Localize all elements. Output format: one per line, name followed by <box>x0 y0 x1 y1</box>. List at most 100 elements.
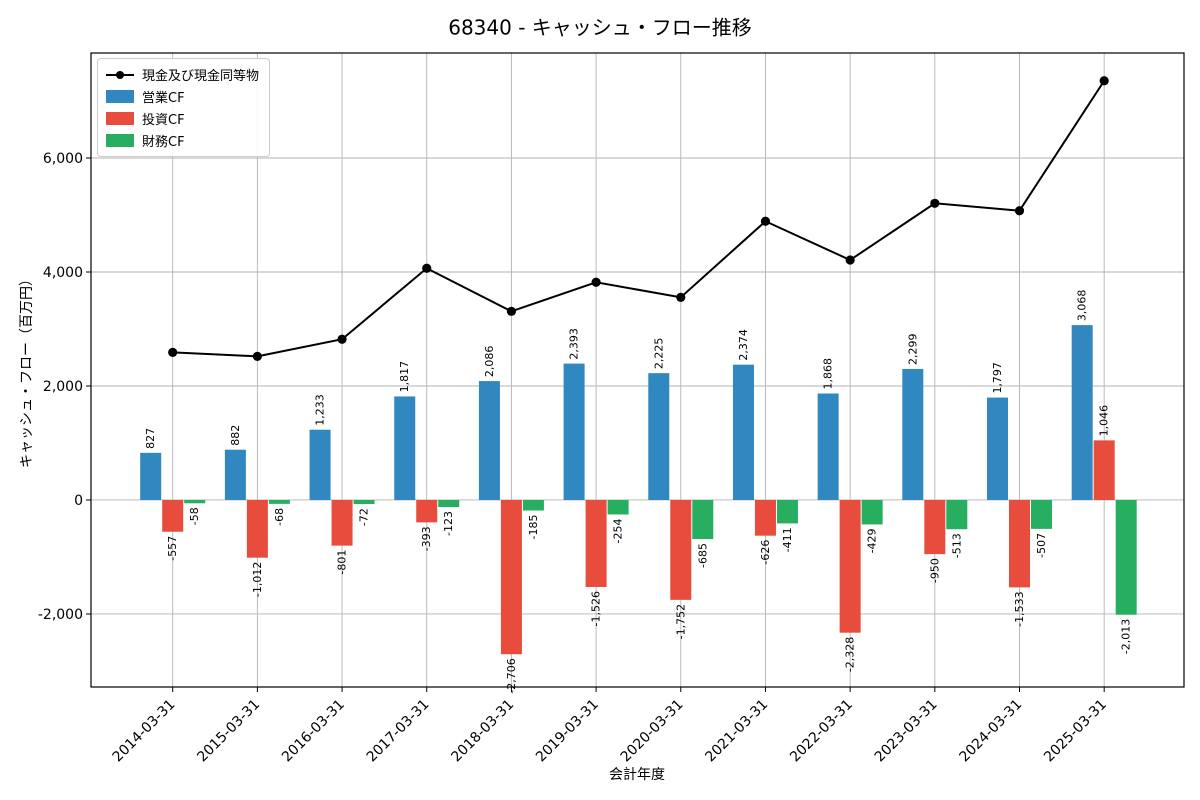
bar-investing-cf-2014-03-31 <box>162 499 184 532</box>
bar-value-label: -2,013 <box>1120 619 1133 654</box>
bar-financing-cf-2020-03-31 <box>692 499 714 540</box>
swatch-icon <box>106 112 134 125</box>
bar-value-label: -411 <box>781 527 794 552</box>
bar-operating-cf-2024-03-31 <box>987 397 1008 500</box>
bar-value-label: 2,299 <box>906 333 919 365</box>
bar-value-label: 882 <box>229 425 242 446</box>
bar-value-label: -1,752 <box>674 604 687 639</box>
bar-value-label: 2,374 <box>737 329 750 361</box>
swatch-icon <box>106 90 134 103</box>
bar-value-label: 1,046 <box>1098 405 1111 437</box>
legend-label-financing-cf: 財務CF <box>142 135 185 150</box>
bar-value-label: 1,817 <box>398 361 411 393</box>
axes: -2,000 0 2,000 4,000 6,000 2014-03-31 2015-03-… <box>38 52 1185 766</box>
bar-operating-cf-2017-03-31 <box>394 396 416 500</box>
x-axis-label: 会計年度 <box>609 767 665 783</box>
x-tick-label: 2019-03-31 <box>533 697 602 766</box>
bar-value-label: 1,797 <box>991 362 1004 394</box>
cash-line-marker-2019-03-31 <box>591 277 601 287</box>
bar-value-label: -507 <box>1035 533 1048 558</box>
bar-value-label: 1,868 <box>822 358 835 390</box>
bar-value-label: -626 <box>759 540 772 565</box>
bar-investing-cf-2016-03-31 <box>331 499 353 546</box>
chart-title: 68340 - キャッシュ・フロー推移 <box>448 15 752 40</box>
x-tick-label: 2020-03-31 <box>618 697 687 766</box>
bar-investing-cf-2023-03-31 <box>924 499 946 555</box>
bar-value-label: 3,068 <box>1076 290 1089 322</box>
bar-value-label: 827 <box>144 428 157 449</box>
bars-financing-cf: -58 -68 -72 -123 -185 -254 -685 -411 -429 -513 -50… <box>184 499 1137 654</box>
bar-value-label: 2,086 <box>483 346 496 378</box>
x-tick-label: 2023-03-31 <box>872 697 941 766</box>
x-tick-label: 2015-03-31 <box>194 697 263 766</box>
bar-value-label: -685 <box>696 543 709 568</box>
bar-value-label: -254 <box>612 518 625 543</box>
legend-label-cash: 現金及び現金同等物 <box>142 69 260 84</box>
bar-operating-cf-2015-03-31 <box>224 449 246 500</box>
y-tick-label: 6,000 <box>43 151 83 167</box>
x-tick-label: 2017-03-31 <box>364 697 433 766</box>
legend-item-operating-cf: 営業CF <box>106 87 259 106</box>
bar-operating-cf-2018-03-31 <box>478 381 500 500</box>
bar-value-label: -72 <box>358 508 371 526</box>
bar-value-label: -123 <box>442 511 455 536</box>
x-tick-label: 2024-03-31 <box>956 697 1025 766</box>
bar-operating-cf-2023-03-31 <box>902 368 924 500</box>
bar-investing-cf-2018-03-31 <box>500 499 522 655</box>
legend-item-cash: 現金及び現金同等物 <box>106 65 259 84</box>
cash-line-marker-2014-03-31 <box>168 347 178 357</box>
bar-financing-cf-2014-03-31 <box>184 499 206 504</box>
y-tick-label: 4,000 <box>43 265 83 281</box>
x-tick-label: 2021-03-31 <box>702 697 771 766</box>
y-tick-label: 2,000 <box>43 379 83 395</box>
bar-operating-cf-2019-03-31 <box>563 363 585 500</box>
bars-operating-cf: 827 882 1,233 1,817 2,086 2,393 2,225 2,374 1,86… <box>140 290 1093 500</box>
cash-line-marker-2016-03-31 <box>337 334 347 344</box>
bar-value-label: -1,526 <box>590 591 603 626</box>
cash-line-marker-2018-03-31 <box>506 306 517 316</box>
bar-investing-cf-2024-03-31 <box>1009 499 1030 588</box>
y-tick-label: 0 <box>74 493 83 509</box>
cash-line-path <box>172 80 1106 358</box>
bar-investing-cf-2017-03-31 <box>416 499 438 523</box>
bar-operating-cf-2020-03-31 <box>648 373 670 500</box>
bar-operating-cf-2014-03-31 <box>140 452 162 500</box>
bar-investing-cf-2019-03-31 <box>585 499 607 587</box>
bar-value-label: -185 <box>527 515 540 540</box>
bar-financing-cf-2019-03-31 <box>607 499 629 515</box>
y-axis-label: キャッシュ・フロー（百万円） <box>19 272 35 468</box>
bar-value-label: -393 <box>420 526 433 551</box>
swatch-icon <box>106 134 134 147</box>
x-tick-label: 2016-03-31 <box>279 697 348 766</box>
x-tick-label: 2018-03-31 <box>448 697 517 766</box>
cash-line-marker-2022-03-31 <box>845 255 855 265</box>
legend: 現金及び現金同等物 営業CF 投資CF 財務CF <box>97 58 271 157</box>
line-marker-sample-icon <box>106 68 134 81</box>
bar-value-label: 2,225 <box>652 338 665 370</box>
cash-line-marker-2024-03-31 <box>1014 206 1025 216</box>
bar-value-label: 1,233 <box>314 394 327 426</box>
bar-financing-cf-2021-03-31 <box>776 499 798 524</box>
bar-value-label: -58 <box>188 507 201 525</box>
bar-investing-cf-2021-03-31 <box>754 499 776 536</box>
cash-line <box>168 76 1109 361</box>
cash-line-marker-2015-03-31 <box>252 351 262 361</box>
bar-financing-cf-2022-03-31 <box>861 499 883 525</box>
plot-border <box>90 52 1185 688</box>
bar-value-label: -513 <box>950 533 963 558</box>
bar-value-label: -557 <box>166 536 179 561</box>
bar-investing-cf-2015-03-31 <box>246 499 268 558</box>
bar-value-label: -950 <box>928 558 941 583</box>
bar-value-label: -1,012 <box>251 562 264 597</box>
bar-financing-cf-2023-03-31 <box>946 499 968 530</box>
cash-line-marker-2023-03-31 <box>930 198 940 208</box>
y-tick-label: -2,000 <box>38 607 83 623</box>
bars-investing-cf: -557 -1,012 -801 -393 -2,706 -1,526 -1,752 -626… <box>162 405 1115 694</box>
bar-value-label: -2,328 <box>844 637 857 672</box>
bar-financing-cf-2025-03-31 <box>1115 499 1137 615</box>
bar-investing-cf-2020-03-31 <box>670 499 692 600</box>
bar-financing-cf-2018-03-31 <box>522 499 544 511</box>
bar-value-label: -68 <box>273 508 286 526</box>
cash-line-marker-2025-03-31 <box>1099 76 1109 86</box>
